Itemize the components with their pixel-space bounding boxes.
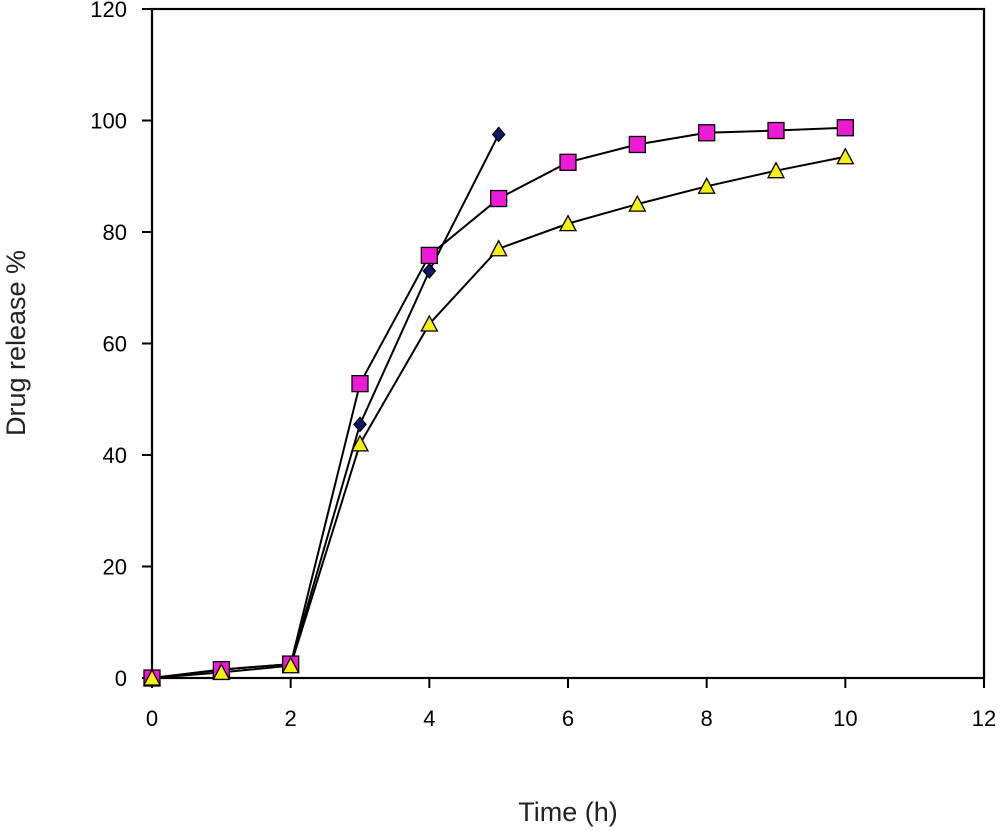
y-tick-label: 100 — [90, 109, 127, 134]
triangle-data-point — [766, 161, 786, 179]
diamond-data-point — [353, 416, 367, 433]
triangle-data-point — [628, 194, 647, 212]
triangle-data-point — [697, 176, 716, 194]
x-axis-ticks: 0 2 4 6 8 10 12 — [146, 678, 996, 731]
triangle-data-point — [489, 239, 508, 257]
square-data-point — [490, 189, 508, 208]
series-markers — [142, 119, 855, 687]
x-tick-label: 8 — [701, 706, 713, 731]
y-tick-label: 120 — [90, 0, 127, 22]
series-line-square — [151, 126, 846, 679]
square-data-point — [836, 119, 854, 137]
y-axis-title: Drug release % — [1, 250, 31, 436]
x-tick-label: 12 — [972, 706, 996, 731]
x-tick-label: 10 — [833, 706, 857, 731]
x-axis-title: Time (h) — [518, 797, 618, 827]
triangle-data-point — [142, 668, 162, 686]
triangle-data-point — [558, 214, 578, 232]
triangle-data-point — [836, 147, 855, 165]
y-axis-ticks: 0 20 40 60 80 100 120 — [90, 0, 152, 691]
square-data-point — [767, 121, 785, 140]
series-line-diamond — [151, 133, 500, 679]
y-tick-label: 40 — [103, 443, 127, 468]
y-tick-label: 60 — [103, 332, 127, 357]
square-data-point — [698, 124, 716, 142]
triangle-data-point — [350, 434, 370, 452]
x-tick-label: 6 — [562, 706, 574, 731]
y-tick-label: 20 — [103, 555, 127, 580]
square-data-point — [559, 153, 577, 171]
square-data-point — [628, 135, 646, 154]
plot-frame — [150, 7, 986, 680]
x-tick-label: 0 — [146, 706, 158, 731]
series-line-triangle — [151, 155, 846, 679]
diamond-data-point — [422, 263, 437, 280]
triangle-data-point — [281, 656, 300, 674]
triangle-data-point — [420, 314, 439, 332]
diamond-data-point — [491, 126, 506, 143]
series-lines — [151, 126, 846, 679]
triangle-data-point — [212, 663, 231, 681]
x-tick-label: 4 — [423, 706, 435, 731]
square-data-point — [420, 246, 438, 265]
square-data-point — [351, 374, 369, 393]
y-tick-label: 80 — [103, 220, 127, 245]
x-tick-label: 2 — [285, 706, 297, 731]
y-tick-label: 0 — [115, 666, 127, 691]
